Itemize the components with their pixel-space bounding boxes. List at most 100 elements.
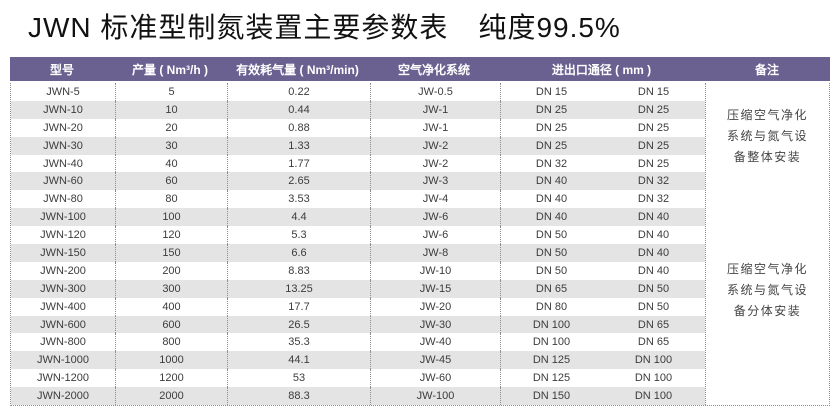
cell-output: 5 <box>115 83 227 101</box>
remark-integrated-install: 压缩空气净化 系统与氮气设 备整体安装 <box>706 105 829 168</box>
header-remark: 备注 <box>754 62 779 77</box>
cell-model: JWN-300 <box>40 282 86 295</box>
cell-dn-outlet: DN 25 <box>637 157 670 170</box>
table-row: JWN-100 100 4.4 JW-6 DN 40 DN 40 <box>11 208 705 227</box>
cell-model: JWN-60 <box>43 175 83 188</box>
cell-model: JWN-150 <box>40 246 86 259</box>
cell-output: 2000 <box>115 387 227 406</box>
remark-column: 压缩空气净化 系统与氮气设 备整体安装 压缩空气净化 系统与氮气设 备分体安装 <box>705 83 829 405</box>
table-row: JWN-10 10 0.44 JW-1 DN 25 DN 25 <box>11 100 705 119</box>
cell-output: 400 <box>115 297 227 316</box>
cell-dn-outlet: DN 25 <box>637 121 670 134</box>
cell-model: JWN-80 <box>43 193 83 206</box>
cell-dn-inlet: DN 40 <box>500 208 602 227</box>
table-row: JWN-20 20 0.88 JW-1 DN 25 DN 25 <box>11 118 705 137</box>
table-row: JWN-1200 1200 53 JW-60 DN 125 DN 100 <box>11 369 705 388</box>
remark-line: 压缩空气净化 <box>726 262 808 276</box>
remark-line: 压缩空气净化 <box>726 108 808 122</box>
cell-consumption: 8.83 <box>227 261 370 280</box>
table-header-row: 型号 产量 ( Nm³/h ) 有效耗气量 ( Nm³/min) 空气净化系统 … <box>10 57 830 81</box>
cell-purification: JW-1 <box>370 118 500 137</box>
cell-model: JWN-30 <box>43 139 83 152</box>
header-output: 产量 ( Nm³/h ) <box>132 62 208 77</box>
cell-dn-outlet: DN 100 <box>634 354 673 367</box>
header-purification: 空气净化系统 <box>397 62 470 77</box>
cell-dn-outlet: DN 25 <box>637 139 670 152</box>
cell-output: 200 <box>115 261 227 280</box>
cell-model: JWN-100 <box>40 211 86 224</box>
cell-dn-inlet: DN 100 <box>500 315 602 334</box>
table-row: JWN-800 800 35.3 JW-40 DN 100 DN 65 <box>11 333 705 352</box>
cell-consumption: 88.3 <box>227 387 370 406</box>
cell-model: JWN-1200 <box>37 372 89 385</box>
header-model: 型号 <box>49 62 74 77</box>
cell-consumption: 2.65 <box>227 172 370 191</box>
cell-model: JWN-40 <box>43 157 83 170</box>
cell-dn-inlet: DN 40 <box>500 190 602 209</box>
cell-dn-inlet: DN 32 <box>500 154 602 173</box>
table-row: JWN-5 5 0.22 JW-0.5 DN 15 DN 15 <box>11 83 705 101</box>
cell-consumption: 4.4 <box>227 208 370 227</box>
cell-consumption: 5.3 <box>227 226 370 245</box>
cell-dn-inlet: DN 25 <box>500 118 602 137</box>
cell-output: 120 <box>115 226 227 245</box>
table-row: JWN-120 120 5.3 JW-6 DN 50 DN 40 <box>11 226 705 245</box>
cell-purification: JW-0.5 <box>370 83 500 101</box>
cell-dn-outlet: DN 15 <box>637 85 670 98</box>
cell-output: 100 <box>115 208 227 227</box>
cell-dn-outlet: DN 50 <box>637 282 670 295</box>
cell-purification: JW-45 <box>370 351 500 370</box>
cell-model: JWN-2000 <box>37 390 89 403</box>
cell-consumption: 6.6 <box>227 244 370 262</box>
cell-purification: JW-10 <box>370 261 500 280</box>
cell-dn-inlet: DN 100 <box>500 333 602 352</box>
page-title-main: JWN 标准型制氮装置主要参数表 <box>28 12 449 43</box>
page-title: JWN 标准型制氮装置主要参数表 纯度99.5% <box>28 6 621 46</box>
cell-output: 300 <box>115 279 227 298</box>
remark-line: 系统与氮气设 <box>726 129 808 143</box>
cell-dn-inlet: DN 65 <box>500 279 602 298</box>
remark-line: 备分体安装 <box>733 304 802 318</box>
table-row: JWN-80 80 3.53 JW-4 DN 40 DN 32 <box>11 190 705 209</box>
cell-purification: JW-20 <box>370 297 500 316</box>
cell-consumption: 35.3 <box>227 333 370 352</box>
cell-model: JWN-800 <box>40 336 86 349</box>
table-row: JWN-150 150 6.6 JW-8 DN 50 DN 40 <box>11 244 705 262</box>
cell-purification: JW-8 <box>370 244 500 262</box>
cell-output: 20 <box>115 118 227 137</box>
cell-dn-inlet: DN 50 <box>500 261 602 280</box>
cell-dn-inlet: DN 125 <box>500 351 602 370</box>
cell-purification: JW-2 <box>370 154 500 173</box>
cell-dn-outlet: DN 40 <box>637 211 670 224</box>
cell-purification: JW-6 <box>370 226 500 245</box>
cell-purification: JW-3 <box>370 172 500 191</box>
cell-model: JWN-600 <box>40 318 86 331</box>
cell-consumption: 17.7 <box>227 297 370 316</box>
table-row: JWN-400 400 17.7 JW-20 DN 80 DN 50 <box>11 297 705 316</box>
cell-consumption: 0.44 <box>227 100 370 119</box>
table-row: JWN-300 300 13.25 JW-15 DN 65 DN 50 <box>11 279 705 298</box>
cell-output: 10 <box>115 100 227 119</box>
cell-dn-outlet: DN 65 <box>637 336 670 349</box>
cell-consumption: 0.22 <box>227 83 370 101</box>
cell-consumption: 1.33 <box>227 136 370 155</box>
cell-dn-outlet: DN 25 <box>637 103 670 116</box>
cell-model: JWN-200 <box>40 264 86 277</box>
table-row: JWN-2000 2000 88.3 JW-100 DN 150 DN 100 <box>11 387 705 406</box>
cell-dn-outlet: DN 100 <box>634 390 673 403</box>
cell-output: 80 <box>115 190 227 209</box>
cell-model: JWN-20 <box>43 121 83 134</box>
cell-consumption: 3.53 <box>227 190 370 209</box>
parameters-table: 型号 产量 ( Nm³/h ) 有效耗气量 ( Nm³/min) 空气净化系统 … <box>10 57 830 406</box>
cell-dn-outlet: DN 50 <box>637 300 670 313</box>
cell-consumption: 44.1 <box>227 351 370 370</box>
cell-dn-outlet: DN 40 <box>637 264 670 277</box>
cell-output: 150 <box>115 244 227 262</box>
cell-dn-inlet: DN 15 <box>500 83 602 101</box>
cell-dn-inlet: DN 125 <box>500 369 602 388</box>
cell-purification: JW-1 <box>370 100 500 119</box>
cell-purification: JW-2 <box>370 136 500 155</box>
table-row: JWN-30 30 1.33 JW-2 DN 25 DN 25 <box>11 136 705 155</box>
cell-dn-inlet: DN 25 <box>500 136 602 155</box>
